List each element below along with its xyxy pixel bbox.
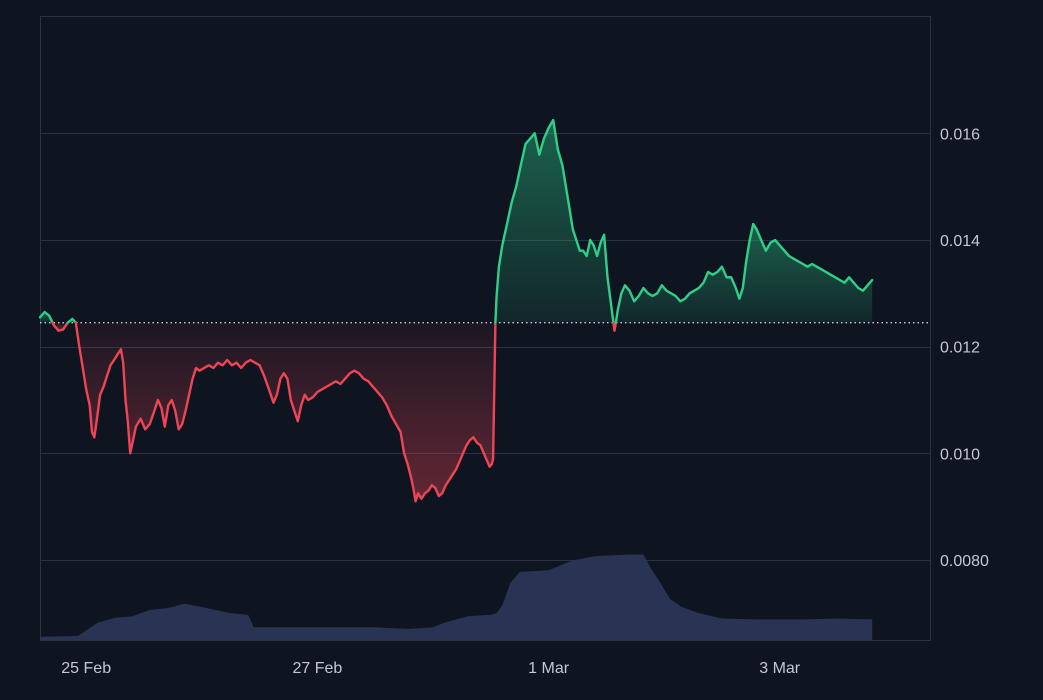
y-tick-label: 0.0080	[940, 553, 989, 570]
area-above-baseline	[495, 120, 614, 323]
x-tick-label: 1 Mar	[528, 660, 570, 677]
volume-area	[40, 554, 873, 640]
plot-frame	[40, 16, 931, 641]
y-tick-label: 0.010	[940, 446, 980, 463]
price-line-up-segment	[66, 317, 77, 324]
y-tick-label: 0.014	[940, 233, 980, 250]
area-below-baseline	[52, 322, 68, 331]
price-line-down-segment	[51, 321, 69, 332]
price-line-down-segment	[74, 321, 497, 503]
y-tick-label: 0.016	[940, 126, 980, 143]
price-area-fill	[40, 120, 873, 502]
price-line	[38, 118, 874, 503]
x-tick-label: 27 Feb	[292, 660, 342, 677]
price-line-up-segment	[494, 118, 615, 324]
area-above-baseline	[615, 224, 873, 323]
price-line-up-segment	[38, 310, 54, 324]
x-tick-label: 3 Mar	[759, 660, 801, 677]
x-axis: 25 Feb 27 Feb 1 Mar 3 Mar	[61, 660, 801, 677]
y-tick-label: 0.012	[940, 340, 980, 357]
y-axis: 0.0080 0.010 0.012 0.014 0.016	[940, 126, 989, 570]
area-below-baseline	[75, 322, 496, 502]
price-line-down-segment	[612, 321, 617, 332]
x-tick-label: 25 Feb	[61, 660, 111, 677]
volume-area-shape	[40, 554, 873, 640]
price-line-up-segment	[614, 222, 874, 324]
